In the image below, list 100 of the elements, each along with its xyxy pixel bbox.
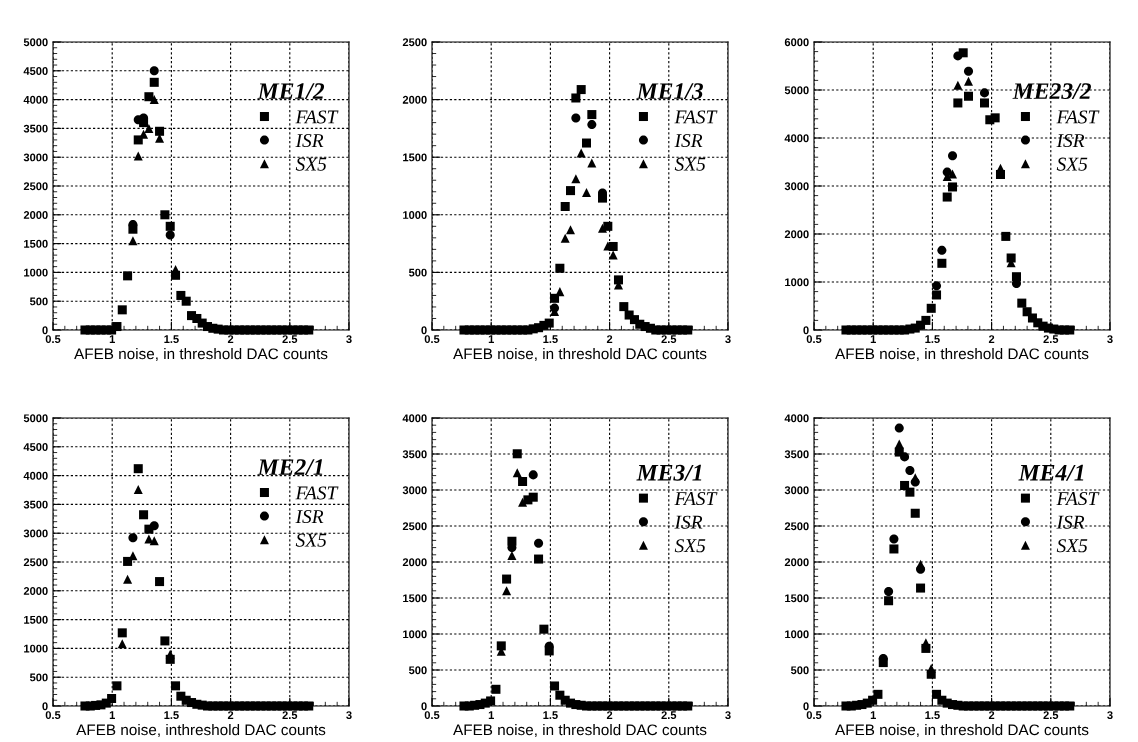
legend-label: ISR <box>674 134 703 148</box>
point <box>683 701 693 711</box>
point <box>534 538 544 548</box>
y-tick-label: 0 <box>421 702 427 711</box>
x-tick-label: 2.5 <box>282 335 298 344</box>
point <box>894 423 904 433</box>
point <box>171 681 181 691</box>
x-tick-label: 2 <box>606 711 613 719</box>
point <box>502 574 512 584</box>
y-tick-label: 1500 <box>403 153 427 162</box>
y-tick-label: 5000 <box>784 86 809 95</box>
legend-title: ME23/2 <box>1012 83 1091 100</box>
point <box>905 466 915 476</box>
point <box>149 521 159 531</box>
y-tick-label: 3000 <box>784 486 809 495</box>
point <box>518 497 528 507</box>
y-tick-label: 4000 <box>23 471 48 480</box>
legend-title: ME4/1 <box>1018 464 1084 481</box>
y-tick-label: 3500 <box>23 124 48 133</box>
point <box>133 484 143 494</box>
point <box>539 624 549 634</box>
point <box>112 681 122 691</box>
point <box>491 684 501 694</box>
y-tick-label: 2000 <box>23 211 48 219</box>
point <box>123 271 133 281</box>
y-tick-label: 0 <box>803 702 809 711</box>
point <box>884 587 894 597</box>
y-tick-label: 0 <box>42 702 48 711</box>
point <box>149 66 159 76</box>
point <box>304 701 314 711</box>
x-tick-label: 1.5 <box>925 335 940 344</box>
y-tick-label: 2500 <box>402 522 427 531</box>
y-tick-label: 1500 <box>785 594 809 603</box>
point <box>155 577 165 587</box>
x-tick-label: 0.5 <box>424 711 440 720</box>
point <box>1017 298 1027 308</box>
y-tick-label: 1500 <box>24 615 48 624</box>
x-tick-label: 0.5 <box>424 335 440 344</box>
legend-label: SX5 <box>1056 539 1088 553</box>
y-tick-label: 3000 <box>23 153 48 162</box>
y-tick-label: 1000 <box>24 268 48 277</box>
y-tick-label: 1000 <box>403 630 427 639</box>
x-tick-label: 3 <box>725 335 731 344</box>
point <box>560 233 570 243</box>
point <box>942 192 952 202</box>
legend-title: ME1/2 <box>257 83 325 100</box>
point <box>979 88 990 98</box>
point <box>873 689 883 699</box>
y-tick-label: 2000 <box>784 558 809 567</box>
x-tick-label: 1 <box>870 711 876 719</box>
point <box>932 290 942 300</box>
y-tick-label: 6000 <box>784 38 809 47</box>
point <box>576 85 586 95</box>
x-axis-title: AFEB noise, in threshold DAC counts <box>74 348 328 362</box>
point <box>576 148 586 158</box>
point <box>889 544 899 554</box>
point <box>155 126 165 136</box>
point <box>144 92 154 102</box>
y-tick-label: 1500 <box>24 239 48 248</box>
x-tick-label: 2.5 <box>1043 711 1059 720</box>
point <box>926 664 936 674</box>
x-axis-title: AFEB noise, inthreshold DAC counts <box>76 724 326 738</box>
x-tick-label: 0.5 <box>45 711 61 720</box>
x-axis-title: AFEB noise, in threshold DAC counts <box>835 348 1089 362</box>
point <box>921 638 931 648</box>
y-tick-label: 500 <box>29 673 48 682</box>
x-tick-label: 1 <box>109 711 115 719</box>
x-tick-label: 3 <box>346 335 352 344</box>
point <box>979 98 990 108</box>
y-tick-label: 4000 <box>23 95 48 104</box>
point <box>512 449 522 459</box>
x-tick-label: 2 <box>227 711 234 719</box>
point <box>905 487 915 497</box>
y-tick-label: 2500 <box>23 182 48 191</box>
x-tick-label: 2 <box>606 335 613 343</box>
point <box>107 694 117 704</box>
y-tick-label: 4000 <box>402 414 427 423</box>
point <box>144 123 154 133</box>
point <box>948 169 958 179</box>
y-tick-label: 500 <box>408 666 427 675</box>
point <box>304 325 314 335</box>
point <box>900 452 910 462</box>
y-tick-label: 1000 <box>24 644 48 653</box>
y-tick-label: 3000 <box>23 529 48 538</box>
point <box>117 305 127 315</box>
point <box>916 583 926 593</box>
x-tick-label: 2 <box>227 335 234 343</box>
x-tick-label: 1 <box>109 335 115 343</box>
x-tick-label: 0.5 <box>806 335 822 344</box>
point <box>566 225 576 235</box>
x-axis-title: AFEB noise, in threshold DAC counts <box>835 724 1089 738</box>
point <box>550 293 560 303</box>
point <box>117 628 127 638</box>
legend-label: ISR <box>295 134 324 148</box>
y-tick-label: 4000 <box>784 414 809 423</box>
point <box>544 318 554 328</box>
legend-label: SX5 <box>295 157 327 171</box>
point <box>1001 231 1011 241</box>
legend-label: FAST <box>295 486 339 500</box>
point <box>160 636 170 646</box>
